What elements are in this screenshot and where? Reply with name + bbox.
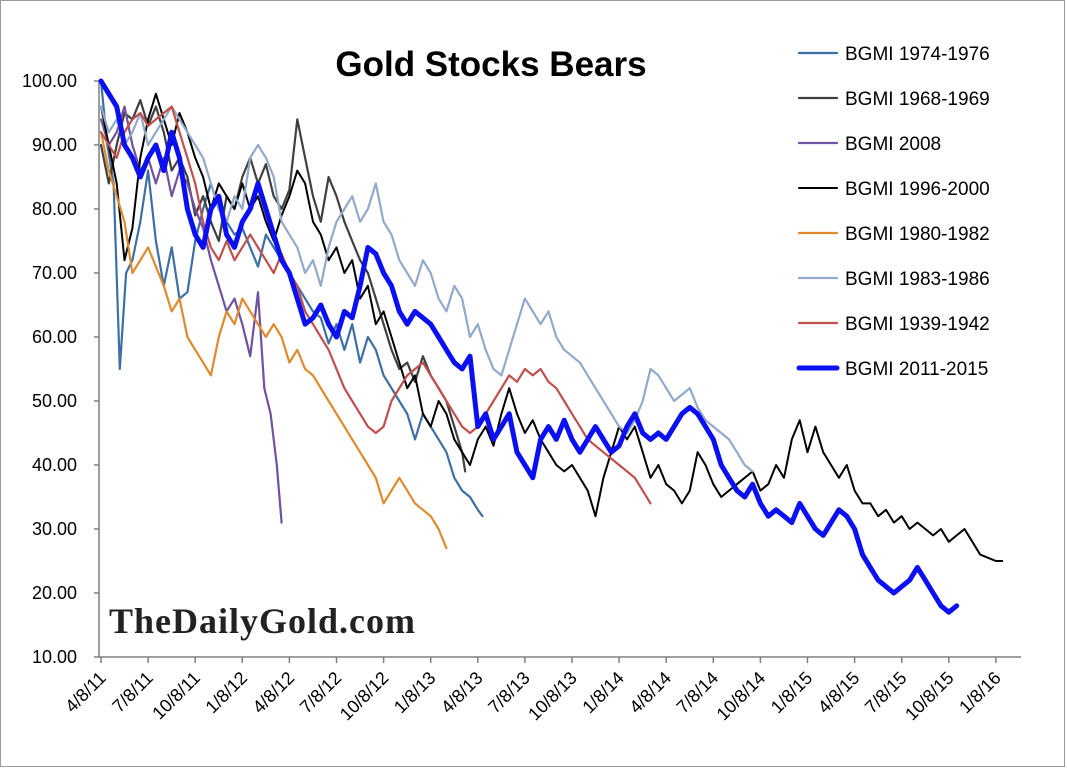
- series-line-bgmi-1983-1986: [99, 105, 754, 473]
- x-tick-label: 4/8/14: [625, 668, 675, 718]
- watermark: TheDailyGold.com: [109, 601, 416, 641]
- y-tick-label: 10.00: [32, 647, 77, 667]
- x-tick-label: 1/8/12: [202, 668, 252, 718]
- series-line-bgmi-2008: [99, 105, 283, 524]
- legend: BGMI 1974-1976 BGMI 1968-1969 BGMI 2008 BGM…: [796, 44, 990, 380]
- legend-label: BGMI 1974-1976: [845, 44, 990, 65]
- series-line-bgmi-2011-2015: [98, 78, 960, 615]
- x-tick-label: 1/8/14: [578, 668, 628, 718]
- y-tick-label: 80.00: [32, 199, 77, 219]
- y-tick-label: 90.00: [32, 135, 77, 155]
- x-tick-label: 4/8/12: [249, 668, 299, 718]
- legend-label: BGMI 2011-2015: [845, 359, 988, 380]
- y-tick-label: 70.00: [32, 263, 77, 283]
- x-tick-label: 1/8/13: [390, 668, 440, 718]
- y-tick-label: 40.00: [32, 455, 77, 475]
- x-tick-label: 10/8/11: [148, 668, 204, 724]
- chart-title: Gold Stocks Bears: [335, 45, 646, 84]
- legend-label: BGMI 2008: [845, 134, 941, 155]
- legend-label: BGMI 1968-1969: [845, 89, 990, 110]
- series-line-bgmi-1939-1942: [99, 105, 652, 505]
- x-tick-label: 10/8/12: [336, 668, 393, 725]
- x-tick-label: 4/8/15: [814, 668, 864, 718]
- x-tick-label: 1/8/15: [767, 668, 817, 718]
- series-line-bgmi-1980-1982: [99, 131, 448, 550]
- legend-label: BGMI 1983-1986: [845, 269, 990, 290]
- y-tick-label: 30.00: [32, 519, 77, 539]
- y-tick-label: 20.00: [32, 583, 77, 603]
- x-tick-label: 10/8/15: [901, 668, 958, 725]
- legend-label: BGMI 1996-2000: [845, 179, 990, 200]
- series-line-bgmi-1968-1969: [99, 99, 467, 473]
- x-tick-label: 10/8/14: [713, 668, 770, 725]
- y-tick-label: 100.00: [22, 71, 77, 91]
- x-tick-label: 1/8/16: [955, 668, 1005, 718]
- legend-label: BGMI 1939-1942: [845, 314, 990, 335]
- y-tick-label: 50.00: [32, 391, 77, 411]
- series-layer: [98, 78, 1004, 615]
- x-tick-label: 4/8/13: [437, 668, 487, 718]
- x-tick-label: 10/8/13: [524, 668, 581, 725]
- x-tick-label: 4/8/11: [61, 668, 110, 717]
- legend-label: BGMI 1980-1982: [845, 224, 990, 245]
- y-tick-label: 60.00: [32, 327, 77, 347]
